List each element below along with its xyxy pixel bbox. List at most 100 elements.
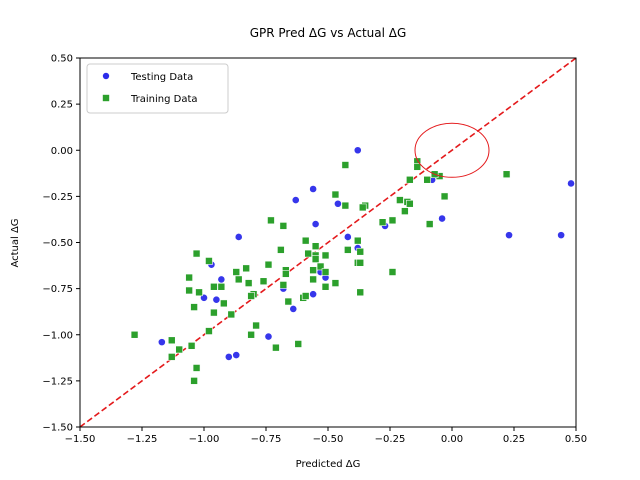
data-point xyxy=(282,270,290,278)
data-point xyxy=(356,247,365,256)
data-point xyxy=(264,332,273,341)
data-point xyxy=(294,340,303,348)
data-point xyxy=(247,292,255,300)
data-point xyxy=(210,282,218,291)
legend-label-training: Training Data xyxy=(130,94,198,105)
data-point xyxy=(425,220,434,228)
legend: Testing Data Training Data xyxy=(86,63,229,114)
reference-line xyxy=(80,58,576,427)
y-tick-label: −1.50 xyxy=(42,423,73,434)
data-point xyxy=(217,275,226,284)
data-point xyxy=(353,236,362,245)
y-tick-label: 0.50 xyxy=(51,54,73,65)
data-point xyxy=(187,342,196,350)
data-point xyxy=(321,282,330,291)
data-point xyxy=(224,352,233,361)
data-point xyxy=(205,327,213,335)
data-point xyxy=(217,282,226,291)
data-point xyxy=(264,260,273,269)
data-point xyxy=(244,279,253,287)
data-point xyxy=(185,273,193,282)
data-point xyxy=(272,343,280,352)
data-point xyxy=(401,207,409,215)
legend-marker-training xyxy=(102,94,110,102)
y-tick-label: 0.25 xyxy=(51,100,73,111)
x-tick-label: −1.25 xyxy=(127,434,158,445)
data-point xyxy=(167,336,176,345)
x-tick-label: 0.25 xyxy=(503,434,525,445)
data-point xyxy=(301,292,310,300)
x-tick-label: 0.00 xyxy=(441,434,463,445)
data-point xyxy=(210,308,218,317)
data-point xyxy=(247,330,255,339)
data-point xyxy=(192,249,201,258)
data-point xyxy=(130,330,139,339)
data-point xyxy=(279,281,288,289)
plot-area xyxy=(79,57,577,428)
data-point xyxy=(232,351,241,359)
data-point xyxy=(304,249,312,258)
data-point xyxy=(301,236,310,245)
data-point xyxy=(413,163,422,171)
data-point xyxy=(167,353,176,361)
data-point xyxy=(242,264,250,273)
data-point xyxy=(423,175,432,184)
data-point xyxy=(259,277,268,286)
y-tick-label: −0.25 xyxy=(42,192,73,203)
data-point xyxy=(321,268,330,276)
data-point xyxy=(212,295,221,304)
data-point xyxy=(277,246,285,254)
data-point xyxy=(252,321,260,330)
series-training-data xyxy=(130,157,511,385)
data-point xyxy=(220,299,228,308)
data-point xyxy=(311,242,320,250)
data-point xyxy=(175,345,183,354)
data-point xyxy=(234,233,243,241)
x-tick-label: −1.50 xyxy=(65,434,96,445)
data-point xyxy=(557,231,566,240)
data-point xyxy=(388,268,397,276)
data-point xyxy=(267,216,275,225)
data-point xyxy=(321,251,330,260)
x-tick-label: −0.75 xyxy=(251,434,282,445)
x-tick-label: 0.50 xyxy=(565,434,587,445)
data-point xyxy=(353,146,362,155)
data-point xyxy=(567,179,575,188)
x-tick-label: −0.25 xyxy=(375,434,406,445)
data-point xyxy=(341,161,350,169)
data-point xyxy=(406,199,414,208)
data-point xyxy=(289,305,298,313)
data-point xyxy=(343,233,352,241)
axis-ticks: −1.50 −1.25 −1.00 −0.75 −0.50 −0.25 0.00 0.25 0.… xyxy=(42,54,587,446)
data-point xyxy=(316,262,325,271)
y-tick-label: −1.00 xyxy=(42,330,73,341)
legend-label-testing: Testing Data xyxy=(130,72,193,83)
legend-marker-testing xyxy=(102,72,110,80)
data-point xyxy=(227,310,236,319)
data-point xyxy=(440,192,449,201)
x-tick-label: −0.50 xyxy=(313,434,344,445)
data-point xyxy=(232,268,241,276)
chart-title: GPR Pred ΔG vs Actual ΔG xyxy=(250,26,407,40)
data-point xyxy=(331,190,340,199)
data-point xyxy=(205,257,213,265)
data-point xyxy=(331,279,340,287)
data-point xyxy=(334,199,342,208)
y-tick-label: −1.25 xyxy=(42,376,73,387)
data-point xyxy=(284,297,293,306)
x-tick-label: −1.00 xyxy=(189,434,220,445)
data-point xyxy=(356,258,365,267)
data-point xyxy=(396,196,404,204)
data-point xyxy=(195,288,203,297)
data-point xyxy=(356,288,365,297)
data-point xyxy=(185,286,193,295)
data-point xyxy=(309,290,318,299)
data-point xyxy=(157,338,166,347)
data-point xyxy=(502,170,511,179)
data-point xyxy=(438,214,446,223)
data-point xyxy=(388,216,397,225)
data-point xyxy=(309,185,318,193)
data-point xyxy=(358,203,367,212)
